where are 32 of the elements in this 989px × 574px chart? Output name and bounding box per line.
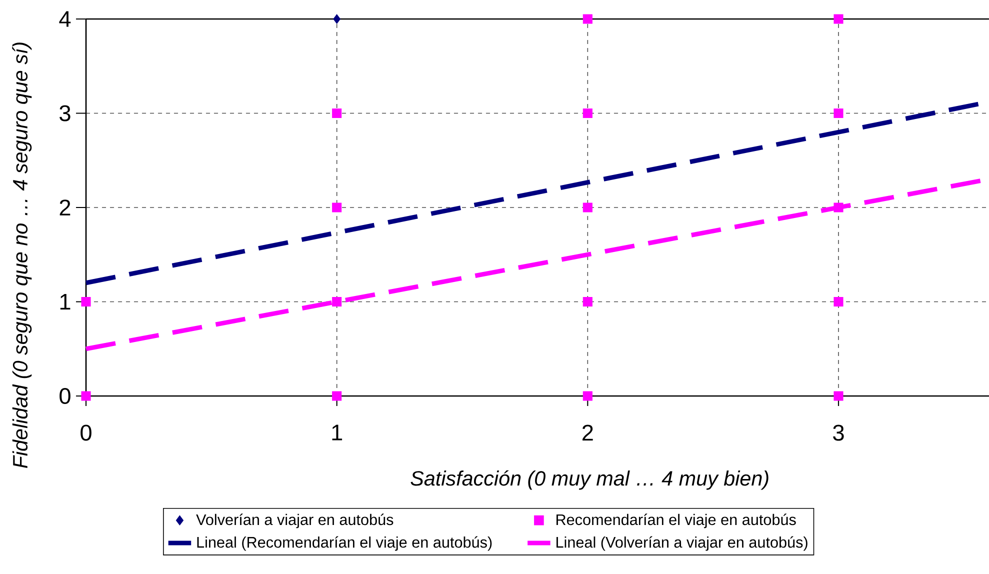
x-tick-label: 0	[80, 424, 92, 441]
point	[834, 391, 844, 401]
point	[332, 202, 342, 212]
point	[332, 296, 342, 307]
point	[81, 296, 91, 307]
point	[834, 296, 844, 307]
y-tick-label: 2	[60, 200, 70, 216]
point	[834, 202, 844, 212]
y-axis-title: Fidelidad (0 seguro que no … 4 seguro que sí)	[12, 42, 32, 468]
point	[582, 202, 592, 212]
point	[332, 391, 342, 401]
point	[333, 14, 340, 24]
legend-label: Lineal (Recomendarían el viaje en autobús)	[197, 536, 492, 551]
x-tick-label: 2	[582, 424, 593, 441]
point	[582, 14, 592, 24]
point	[81, 391, 91, 401]
x-tick-label: 3	[833, 424, 844, 441]
point	[834, 108, 844, 118]
point	[582, 296, 592, 307]
point	[582, 391, 592, 401]
y-tick-label: 1	[60, 294, 70, 310]
point	[582, 108, 592, 118]
y-tick-label: 4	[59, 11, 71, 27]
y-tick-label: 0	[60, 388, 70, 404]
legend-label: Volverían a viajar en autobús	[196, 514, 394, 528]
x-axis-title: Satisfacción (0 muy mal … 4 muy bien)	[410, 470, 768, 490]
x-tick-label: 1	[332, 424, 342, 440]
y-tick-label: 3	[60, 105, 70, 122]
point	[834, 14, 844, 24]
legend-label: Recomendarían el viaje en autobús	[556, 514, 796, 528]
point	[332, 108, 342, 118]
legend-label: Lineal (Volverían a viajar en autobús)	[556, 536, 808, 551]
